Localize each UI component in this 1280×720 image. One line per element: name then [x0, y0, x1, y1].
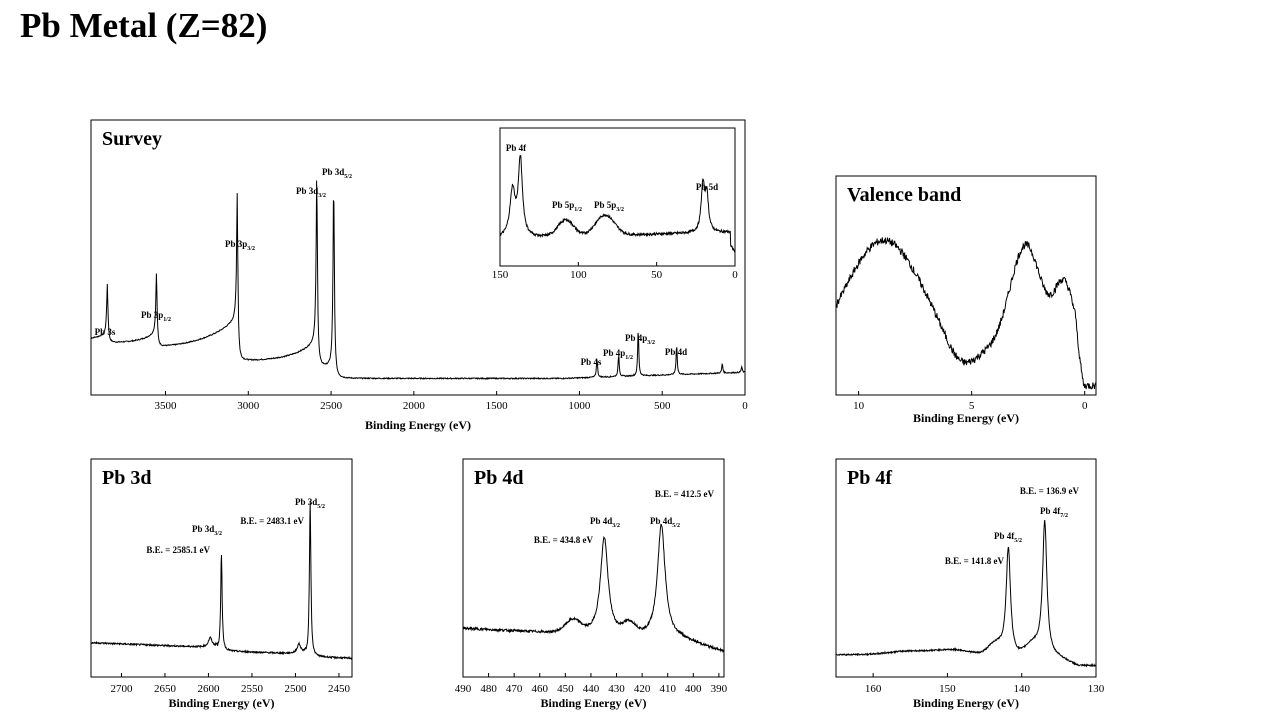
pb4d-tick-label: 430: [608, 683, 625, 695]
pb4f-title: Pb 4f: [847, 467, 892, 489]
survey-inset-tick-label: 50: [651, 269, 663, 281]
survey-peak-label: Pb 4d: [665, 347, 687, 357]
pb4d-tick-label: 440: [583, 683, 600, 695]
pb3d-tick-label: 2550: [241, 683, 264, 695]
survey-xlabel: Binding Energy (eV): [365, 418, 471, 432]
pb4d-be-label: B.E. = 434.8 eV: [534, 535, 594, 545]
pb4d-tick-label: 470: [506, 683, 523, 695]
survey-tick-label: 0: [742, 400, 748, 412]
pb4d-tick-label: 480: [480, 683, 497, 695]
pb3d-be-label: B.E. = 2585.1 eV: [146, 545, 210, 555]
pb3d-tick-label: 2700: [110, 683, 133, 695]
pb3d-panel: 2700 2650 2600 2550 2500 2450 Pb 3d Binding Ene…: [91, 459, 352, 710]
survey-inset-tick-label: 100: [570, 269, 587, 281]
pb4d-tick-label: 410: [659, 683, 676, 695]
pb4d-tick-label: 420: [634, 683, 651, 695]
survey-inset-peak-label: Pb 5d: [696, 182, 718, 192]
survey-inset-tick-label: 150: [492, 269, 509, 281]
survey-inset-tick-label: 0: [732, 269, 738, 281]
pb3d-be-label: B.E. = 2483.1 eV: [240, 516, 304, 526]
survey-inset-plot-frame: [500, 128, 735, 266]
pb3d-tick-label: 2600: [197, 683, 220, 695]
survey-inset-peak-label: Pb 4f: [506, 143, 527, 153]
survey-peak-label: Pb 3s: [95, 327, 116, 337]
pb4d-tick-label: 450: [557, 683, 574, 695]
survey-title: Survey: [102, 128, 162, 150]
pb3d-title: Pb 3d: [102, 467, 151, 489]
survey-tick-label: 2000: [403, 400, 426, 412]
pb4d-tick-label: 490: [455, 683, 472, 695]
pb4d-be-label: B.E. = 412.5 eV: [655, 489, 715, 499]
valence-tick-label: 0: [1082, 400, 1088, 412]
pb4d-tick-label: 390: [711, 683, 728, 695]
survey-tick-label: 3500: [155, 400, 178, 412]
pb4d-title: Pb 4d: [474, 467, 523, 489]
pb4f-tick-label: 140: [1013, 683, 1030, 695]
pb4f-be-label: B.E. = 141.8 eV: [945, 556, 1005, 566]
valence-tick-label: 10: [853, 400, 865, 412]
pb4d-tick-label: 400: [685, 683, 702, 695]
pb3d-tick-label: 2500: [284, 683, 307, 695]
pb4d-xlabel: Binding Energy (eV): [540, 696, 646, 710]
pb4d-panel: 490 480 470 460 450 440 430 420 410 400 390 Pb 4d Bi…: [455, 459, 728, 710]
valence-xlabel: Binding Energy (eV): [913, 411, 1019, 425]
valence-title: Valence band: [847, 184, 961, 206]
pb4d-tick-label: 460: [532, 683, 549, 695]
survey-tick-label: 3000: [237, 400, 260, 412]
survey-tick-label: 1500: [486, 400, 509, 412]
survey-peak-label: Pb 4s: [581, 357, 602, 367]
survey-tick-label: 1000: [568, 400, 591, 412]
survey-tick-label: 500: [654, 400, 671, 412]
pb4f-tick-label: 150: [939, 683, 956, 695]
pb3d-xlabel: Binding Energy (eV): [168, 696, 274, 710]
pb3d-tick-label: 2450: [328, 683, 351, 695]
pb4f-xlabel: Binding Energy (eV): [913, 696, 1019, 710]
survey-tick-label: 2500: [320, 400, 343, 412]
pb3d-tick-label: 2650: [154, 683, 177, 695]
pb4f-tick-label: 130: [1088, 683, 1105, 695]
pb4f-be-label: B.E. = 136.9 eV: [1020, 486, 1080, 496]
pb4f-tick-label: 160: [865, 683, 882, 695]
